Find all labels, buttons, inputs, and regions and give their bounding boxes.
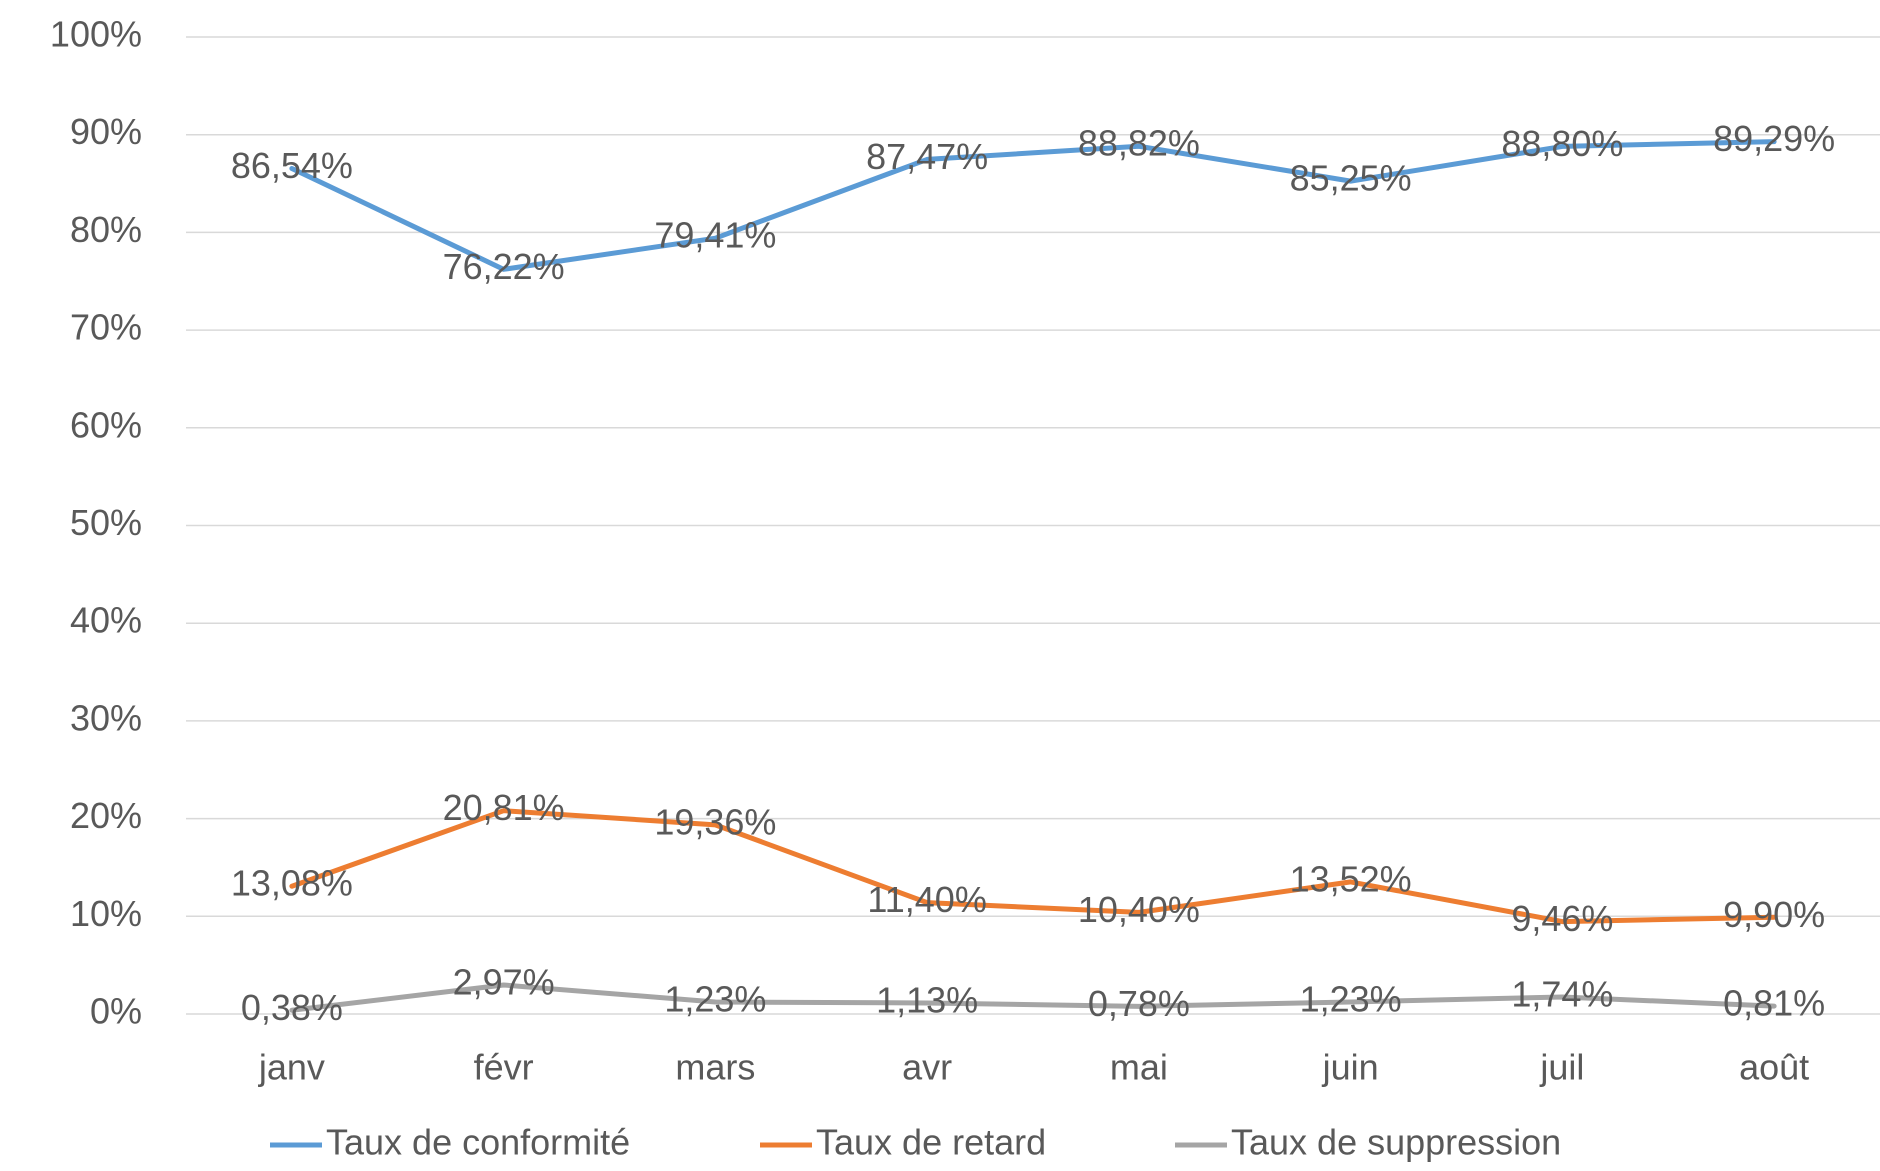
x-tick-label: juil: [1539, 1047, 1584, 1088]
data-label: 11,40%: [867, 879, 986, 920]
data-label: 79,41%: [654, 215, 776, 256]
y-tick-label: 90%: [70, 111, 142, 152]
data-label: 1,23%: [1300, 978, 1402, 1019]
series-line: [289, 808, 1777, 925]
y-tick-label: 30%: [70, 697, 142, 738]
x-tick-label: mai: [1110, 1047, 1168, 1088]
data-label: 86,54%: [231, 145, 353, 186]
series-line: [289, 982, 1777, 1013]
data-label: 0,38%: [241, 987, 343, 1028]
x-tick-label: mars: [675, 1047, 755, 1088]
data-label: 87,47%: [866, 136, 988, 177]
data-label: 76,22%: [443, 246, 565, 287]
data-label: 0,81%: [1723, 983, 1825, 1024]
data-label: 85,25%: [1290, 158, 1412, 199]
data-label: 1,23%: [664, 978, 766, 1019]
data-label: 9,90%: [1723, 894, 1825, 935]
data-label: 0,78%: [1088, 983, 1190, 1024]
data-label: 2,97%: [453, 961, 555, 1002]
y-tick-label: 80%: [70, 209, 142, 250]
y-tick-label: 60%: [70, 404, 142, 445]
legend-label: Taux de suppression: [1231, 1122, 1561, 1163]
data-label: 13,08%: [231, 863, 353, 904]
data-label: 9,46%: [1511, 898, 1613, 939]
y-tick-label: 10%: [70, 893, 142, 934]
data-label: 13,52%: [1290, 858, 1412, 899]
legend-label: Taux de conformité: [326, 1122, 630, 1163]
y-tick-label: 100%: [50, 14, 142, 55]
series-line: [289, 139, 1777, 272]
x-tick-label: févr: [474, 1047, 534, 1088]
data-label: 1,13%: [876, 979, 978, 1020]
data-label: 89,29%: [1713, 118, 1835, 159]
y-tick-label: 0%: [90, 991, 142, 1032]
x-tick-label: janv: [258, 1047, 325, 1088]
y-tick-label: 40%: [70, 600, 142, 641]
x-tick-label: juin: [1322, 1047, 1379, 1088]
y-tick-label: 50%: [70, 502, 142, 543]
data-label: 88,80%: [1501, 123, 1623, 164]
data-label: 88,82%: [1078, 123, 1200, 164]
y-tick-label: 20%: [70, 795, 142, 836]
x-tick-label: août: [1739, 1047, 1809, 1088]
data-label: 20,81%: [443, 787, 565, 828]
x-tick-label: avr: [902, 1047, 952, 1088]
data-label: 19,36%: [654, 801, 776, 842]
legend-label: Taux de retard: [816, 1122, 1046, 1163]
data-label: 10,40%: [1078, 889, 1200, 930]
y-tick-label: 70%: [70, 307, 142, 348]
data-label: 1,74%: [1511, 974, 1613, 1015]
